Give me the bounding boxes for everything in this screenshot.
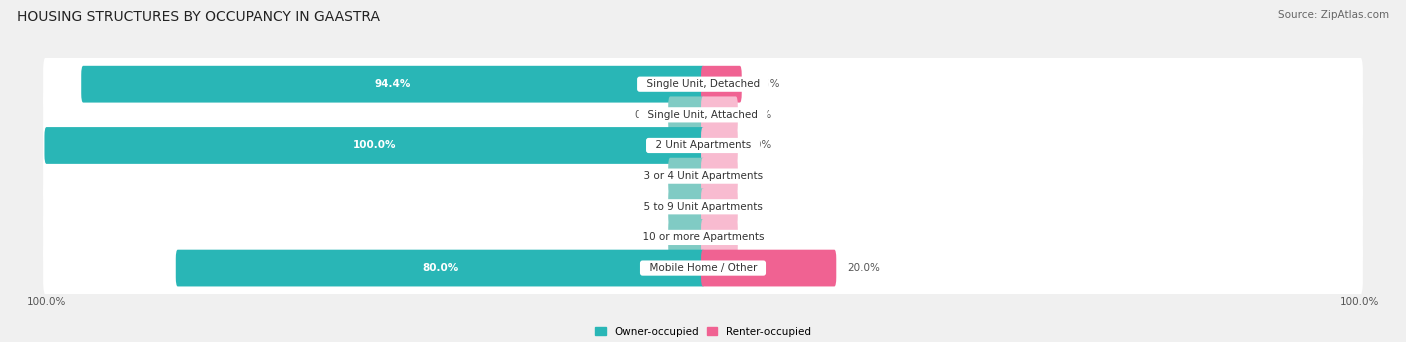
FancyBboxPatch shape bbox=[82, 66, 704, 103]
FancyBboxPatch shape bbox=[702, 250, 837, 287]
FancyBboxPatch shape bbox=[44, 148, 1362, 204]
Text: Single Unit, Detached: Single Unit, Detached bbox=[640, 79, 766, 89]
Text: 5 to 9 Unit Apartments: 5 to 9 Unit Apartments bbox=[637, 202, 769, 212]
Text: 5.6%: 5.6% bbox=[752, 79, 779, 89]
Text: Single Unit, Attached: Single Unit, Attached bbox=[641, 110, 765, 120]
Legend: Owner-occupied, Renter-occupied: Owner-occupied, Renter-occupied bbox=[591, 323, 815, 341]
Text: 10 or more Apartments: 10 or more Apartments bbox=[636, 233, 770, 242]
Text: 0.0%: 0.0% bbox=[634, 233, 661, 242]
FancyBboxPatch shape bbox=[44, 179, 1362, 234]
Text: 0.0%: 0.0% bbox=[634, 202, 661, 212]
FancyBboxPatch shape bbox=[668, 219, 704, 256]
FancyBboxPatch shape bbox=[668, 158, 704, 195]
Text: 20.0%: 20.0% bbox=[848, 263, 880, 273]
Text: 0.0%: 0.0% bbox=[634, 110, 661, 120]
FancyBboxPatch shape bbox=[44, 210, 1362, 265]
FancyBboxPatch shape bbox=[668, 188, 704, 225]
Text: Source: ZipAtlas.com: Source: ZipAtlas.com bbox=[1278, 10, 1389, 20]
Text: 0.0%: 0.0% bbox=[745, 202, 772, 212]
Text: 80.0%: 80.0% bbox=[422, 263, 458, 273]
Text: HOUSING STRUCTURES BY OCCUPANCY IN GAASTRA: HOUSING STRUCTURES BY OCCUPANCY IN GAAST… bbox=[17, 10, 380, 24]
Text: 0.0%: 0.0% bbox=[745, 110, 772, 120]
FancyBboxPatch shape bbox=[702, 158, 738, 195]
Text: 2 Unit Apartments: 2 Unit Apartments bbox=[648, 141, 758, 150]
Text: 0.0%: 0.0% bbox=[745, 171, 772, 181]
FancyBboxPatch shape bbox=[702, 188, 738, 225]
Text: 0.0%: 0.0% bbox=[634, 171, 661, 181]
FancyBboxPatch shape bbox=[702, 219, 738, 256]
FancyBboxPatch shape bbox=[44, 87, 1362, 142]
FancyBboxPatch shape bbox=[702, 96, 738, 133]
Text: 94.4%: 94.4% bbox=[375, 79, 412, 89]
Text: 0.0%: 0.0% bbox=[745, 141, 772, 150]
FancyBboxPatch shape bbox=[44, 57, 1362, 112]
Text: 0.0%: 0.0% bbox=[745, 233, 772, 242]
FancyBboxPatch shape bbox=[44, 240, 1362, 295]
FancyBboxPatch shape bbox=[176, 250, 704, 287]
FancyBboxPatch shape bbox=[45, 127, 704, 164]
Text: 3 or 4 Unit Apartments: 3 or 4 Unit Apartments bbox=[637, 171, 769, 181]
FancyBboxPatch shape bbox=[702, 127, 738, 164]
Text: Mobile Home / Other: Mobile Home / Other bbox=[643, 263, 763, 273]
FancyBboxPatch shape bbox=[44, 118, 1362, 173]
Text: 100.0%: 100.0% bbox=[353, 141, 396, 150]
FancyBboxPatch shape bbox=[702, 66, 742, 103]
FancyBboxPatch shape bbox=[668, 96, 704, 133]
